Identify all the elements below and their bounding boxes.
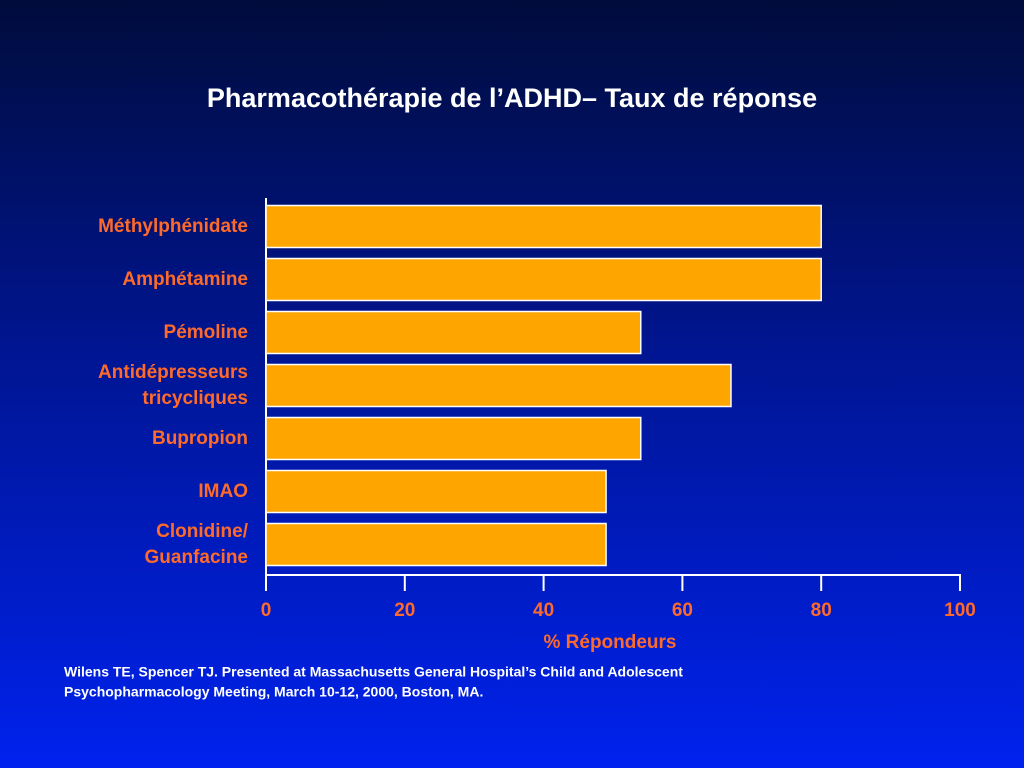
footnote: Wilens TE, Spencer TJ. Presented at Mass… (64, 664, 683, 680)
x-tick-label: 80 (811, 600, 832, 621)
x-tick-label: 40 (533, 600, 554, 621)
category-label: Antidépresseurs tricycliques (98, 361, 248, 409)
x-tick-label: 20 (394, 600, 415, 621)
x-tick-label: 100 (944, 600, 976, 621)
footnote: Psychopharmacology Meeting, March 10-12,… (64, 684, 483, 700)
bar (265, 416, 642, 461)
x-tick-label: 60 (672, 600, 693, 621)
bar (265, 204, 822, 249)
category-label: Bupropion (151, 427, 248, 449)
chart-title: Pharmacothérapie de l’ADHD– Taux de répo… (207, 83, 817, 113)
x-axis-label: % Répondeurs (543, 632, 676, 653)
bar (265, 469, 607, 514)
category-label: Clonidine/ Guanfacine (144, 520, 248, 568)
category-label: IMAO (198, 480, 248, 502)
bar (265, 310, 642, 355)
bar (265, 257, 822, 302)
bar (265, 363, 732, 408)
category-label: Pémoline (163, 321, 248, 343)
bar (265, 522, 607, 567)
category-label: Amphétamine (122, 268, 248, 290)
category-label: Méthylphénidate (98, 215, 248, 237)
x-tick-label: 0 (261, 600, 272, 621)
